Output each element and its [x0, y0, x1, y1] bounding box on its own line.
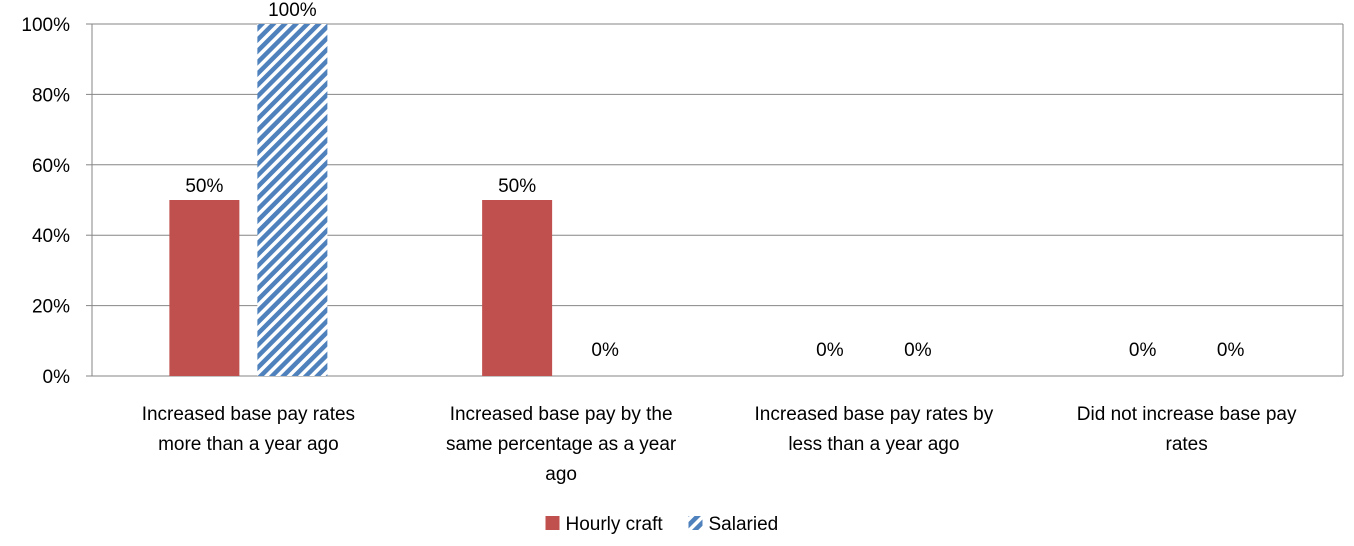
- x-category-label: Increased base pay rates: [142, 404, 355, 425]
- data-label: 0%: [904, 340, 932, 361]
- legend-swatch: [545, 516, 560, 530]
- data-label: 0%: [816, 340, 844, 361]
- x-category-label: Did not increase base pay: [1077, 404, 1297, 425]
- legend: Hourly craft Salaried: [545, 514, 779, 535]
- bar-hourly-craft: [169, 200, 240, 376]
- data-labels: 50% 100% 50% 0% 0% 0% 0% 0%: [185, 0, 1244, 361]
- bar-hourly-craft: [482, 200, 553, 376]
- x-category-label: Increased base pay by the: [450, 404, 673, 425]
- y-tick-label: 20%: [32, 297, 70, 318]
- y-tick-label: 60%: [32, 156, 70, 177]
- data-label: 0%: [1217, 340, 1245, 361]
- x-category-label: more than a year ago: [158, 434, 339, 455]
- data-label: 50%: [498, 176, 536, 197]
- x-category-label: less than a year ago: [788, 434, 959, 455]
- y-tick-label: 80%: [32, 85, 70, 106]
- bar-salaried: [257, 24, 328, 376]
- bars: [169, 24, 553, 376]
- y-tick-label: 0%: [43, 367, 71, 388]
- legend-swatch: [688, 516, 703, 530]
- x-category-label: Increased base pay rates by: [755, 404, 994, 425]
- data-label: 0%: [591, 340, 619, 361]
- data-label: 100%: [268, 0, 317, 21]
- x-axis-categories: Increased base pay rates more than a year…: [142, 404, 1297, 485]
- y-tick-label: 40%: [32, 226, 70, 247]
- x-category-label: same percentage as a year: [446, 434, 677, 455]
- data-label: 0%: [1129, 340, 1157, 361]
- legend-label: Salaried: [709, 514, 779, 535]
- y-tick-label: 100%: [21, 15, 70, 36]
- x-category-label: ago: [545, 464, 577, 485]
- legend-label: Hourly craft: [566, 514, 664, 535]
- y-axis: 0% 20% 40% 60% 80% 100%: [21, 15, 1344, 388]
- x-category-label: rates: [1166, 434, 1208, 455]
- data-label: 50%: [185, 176, 223, 197]
